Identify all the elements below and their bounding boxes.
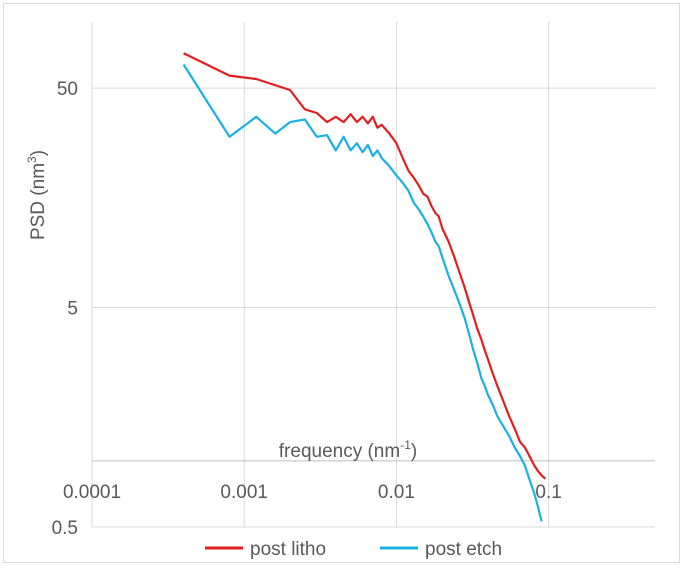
y-axis-title: PSD (nm3) bbox=[25, 150, 49, 240]
x-tick-label-0: 0.0001 bbox=[63, 482, 121, 503]
x-tick-label-3: 0.1 bbox=[535, 482, 561, 503]
x-tick-label-2: 0.01 bbox=[378, 482, 415, 503]
chart-frame bbox=[3, 3, 680, 563]
x-axis-title: frequency (nm-1) bbox=[279, 438, 417, 462]
series-line-post-etch bbox=[182, 63, 543, 522]
legend: post litho post etch bbox=[205, 539, 502, 560]
legend-label-post-etch: post etch bbox=[425, 539, 502, 560]
legend-label-post-litho: post litho bbox=[250, 539, 326, 560]
x-tick-labels: 0.0001 0.001 0.01 0.1 bbox=[63, 482, 562, 503]
x-tick-label-1: 0.001 bbox=[220, 482, 268, 503]
y-tick-labels: 0.5 5 50 bbox=[52, 79, 78, 539]
y-tick-label-2: 50 bbox=[57, 79, 78, 100]
series-line-post-litho bbox=[183, 52, 546, 480]
y-tick-label-0: 0.5 bbox=[52, 518, 78, 539]
y-tick-label-1: 5 bbox=[67, 299, 78, 320]
grid bbox=[91, 22, 655, 528]
series-group bbox=[182, 52, 546, 522]
